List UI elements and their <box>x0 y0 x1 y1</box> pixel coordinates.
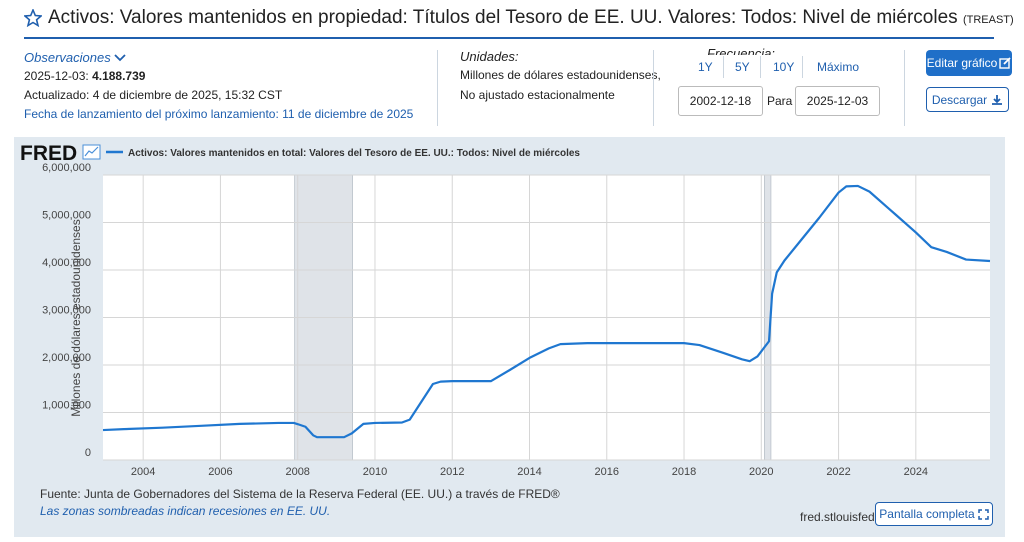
observation-value: 4.188.739 <box>92 69 146 83</box>
separator <box>802 56 803 78</box>
units-label: Unidades: <box>460 49 519 64</box>
x-tick-label: 2012 <box>440 466 464 478</box>
range-button[interactable]: 10Y <box>773 60 795 74</box>
separator <box>760 56 761 78</box>
x-tick-label: 2022 <box>826 466 850 478</box>
separator <box>723 56 724 78</box>
x-tick-label: 2006 <box>208 466 232 478</box>
start-date-input[interactable]: 2002-12-18 <box>678 86 763 116</box>
next-release[interactable]: Fecha de lanzamiento del próximo lanzami… <box>24 107 414 121</box>
x-tick-label: 2018 <box>672 466 696 478</box>
y-tick-label: 1,000,000 <box>42 400 91 412</box>
logo-icon-line <box>84 146 99 157</box>
fullscreen-button[interactable]: Pantalla completa <box>875 502 993 526</box>
chevron <box>114 54 126 62</box>
source: Fuente: Junta de Gobernadores del Sistem… <box>40 487 560 501</box>
series-title: Activos: Valores mantenidos en propiedad… <box>48 7 958 28</box>
latest-observation: 2025-12-03: 4.188.739 <box>24 69 145 83</box>
range-button[interactable]: 1Y <box>698 60 713 74</box>
x-tick-label: 2024 <box>904 466 928 478</box>
separator <box>653 50 654 126</box>
fullscreen-icon <box>977 508 989 520</box>
series-code: (TREAST) <box>962 14 1014 26</box>
fullscreen-label: Pantalla completa <box>879 507 975 521</box>
y-tick-label: 0 <box>85 447 91 459</box>
observation-date: 2025-12-03: <box>24 69 89 83</box>
x-tick-label: 2020 <box>749 466 773 478</box>
plot: 0 1,000,000 2,000,000 3,000,000 4,000,000 5,0… <box>42 162 991 478</box>
y-tick-label: 3,000,000 <box>42 305 91 317</box>
units-adjustment: No ajustado estacionalmente <box>460 88 615 102</box>
y-axis-title: Millones de dólares estadounidenses <box>69 219 83 416</box>
y-tick-label: 4,000,000 <box>42 257 91 269</box>
download-label: Descargar <box>931 92 988 107</box>
y-tick-label: 2,000,000 <box>42 352 91 364</box>
title-divider <box>24 37 994 39</box>
units-line: Millones de dólares estadounidenses, <box>460 68 661 82</box>
to-label: Para <box>767 94 793 108</box>
y-tick-label: 6,000,000 <box>42 162 91 174</box>
x-tick-label: 2008 <box>285 466 309 478</box>
x-tick-label: 2014 <box>517 466 541 478</box>
recession-note: Las zonas sombreadas indican recesiones … <box>40 504 331 518</box>
download-icon <box>992 94 1003 105</box>
x-tick-label: 2016 <box>595 466 619 478</box>
edit-graph-button[interactable]: Editar gráfico <box>926 50 1012 76</box>
edit-label: Editar gráfico <box>926 56 998 70</box>
page-title: Activos: Valores mantenidos en propiedad… <box>48 7 1014 29</box>
edit-icon <box>999 57 1011 69</box>
y-tick-label: 5,000,000 <box>42 210 91 222</box>
favorite-star[interactable] <box>24 9 42 27</box>
fred-logo: FRED <box>20 142 77 165</box>
observations-toggle[interactable]: Observaciones <box>24 50 126 65</box>
separator <box>437 50 438 126</box>
frequency-label: Frecuencia: <box>707 46 775 55</box>
separator <box>904 50 905 126</box>
legend-label: Activos: Valores mantenidos en total: Va… <box>128 148 580 159</box>
end-date-input[interactable]: 2025-12-03 <box>795 86 880 116</box>
x-tick-label: 2004 <box>131 466 155 478</box>
download-button[interactable]: Descargar <box>926 87 1009 112</box>
site-link[interactable]: fred.stlouisfed.org <box>800 510 896 524</box>
series-line <box>102 184 991 439</box>
range-button[interactable]: 5Y <box>735 60 750 74</box>
x-tick-label: 2010 <box>363 466 387 478</box>
updated: Actualizado: 4 de diciembre de 2025, 15:… <box>24 88 283 102</box>
observations-label: Observaciones <box>24 50 111 65</box>
range-button[interactable]: Máximo <box>817 60 860 74</box>
